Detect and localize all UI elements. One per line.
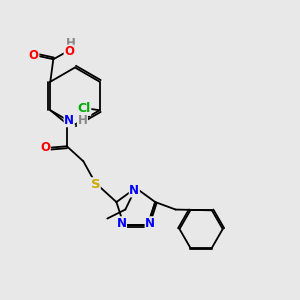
Text: N: N xyxy=(116,217,126,230)
Text: O: O xyxy=(29,49,39,62)
Text: S: S xyxy=(91,178,100,191)
Text: Cl: Cl xyxy=(77,102,91,115)
Text: N: N xyxy=(145,217,155,230)
Text: H: H xyxy=(77,114,87,127)
Text: N: N xyxy=(64,114,74,127)
Text: H: H xyxy=(65,37,75,50)
Text: N: N xyxy=(129,184,139,197)
Text: O: O xyxy=(40,141,50,154)
Text: O: O xyxy=(64,45,74,58)
